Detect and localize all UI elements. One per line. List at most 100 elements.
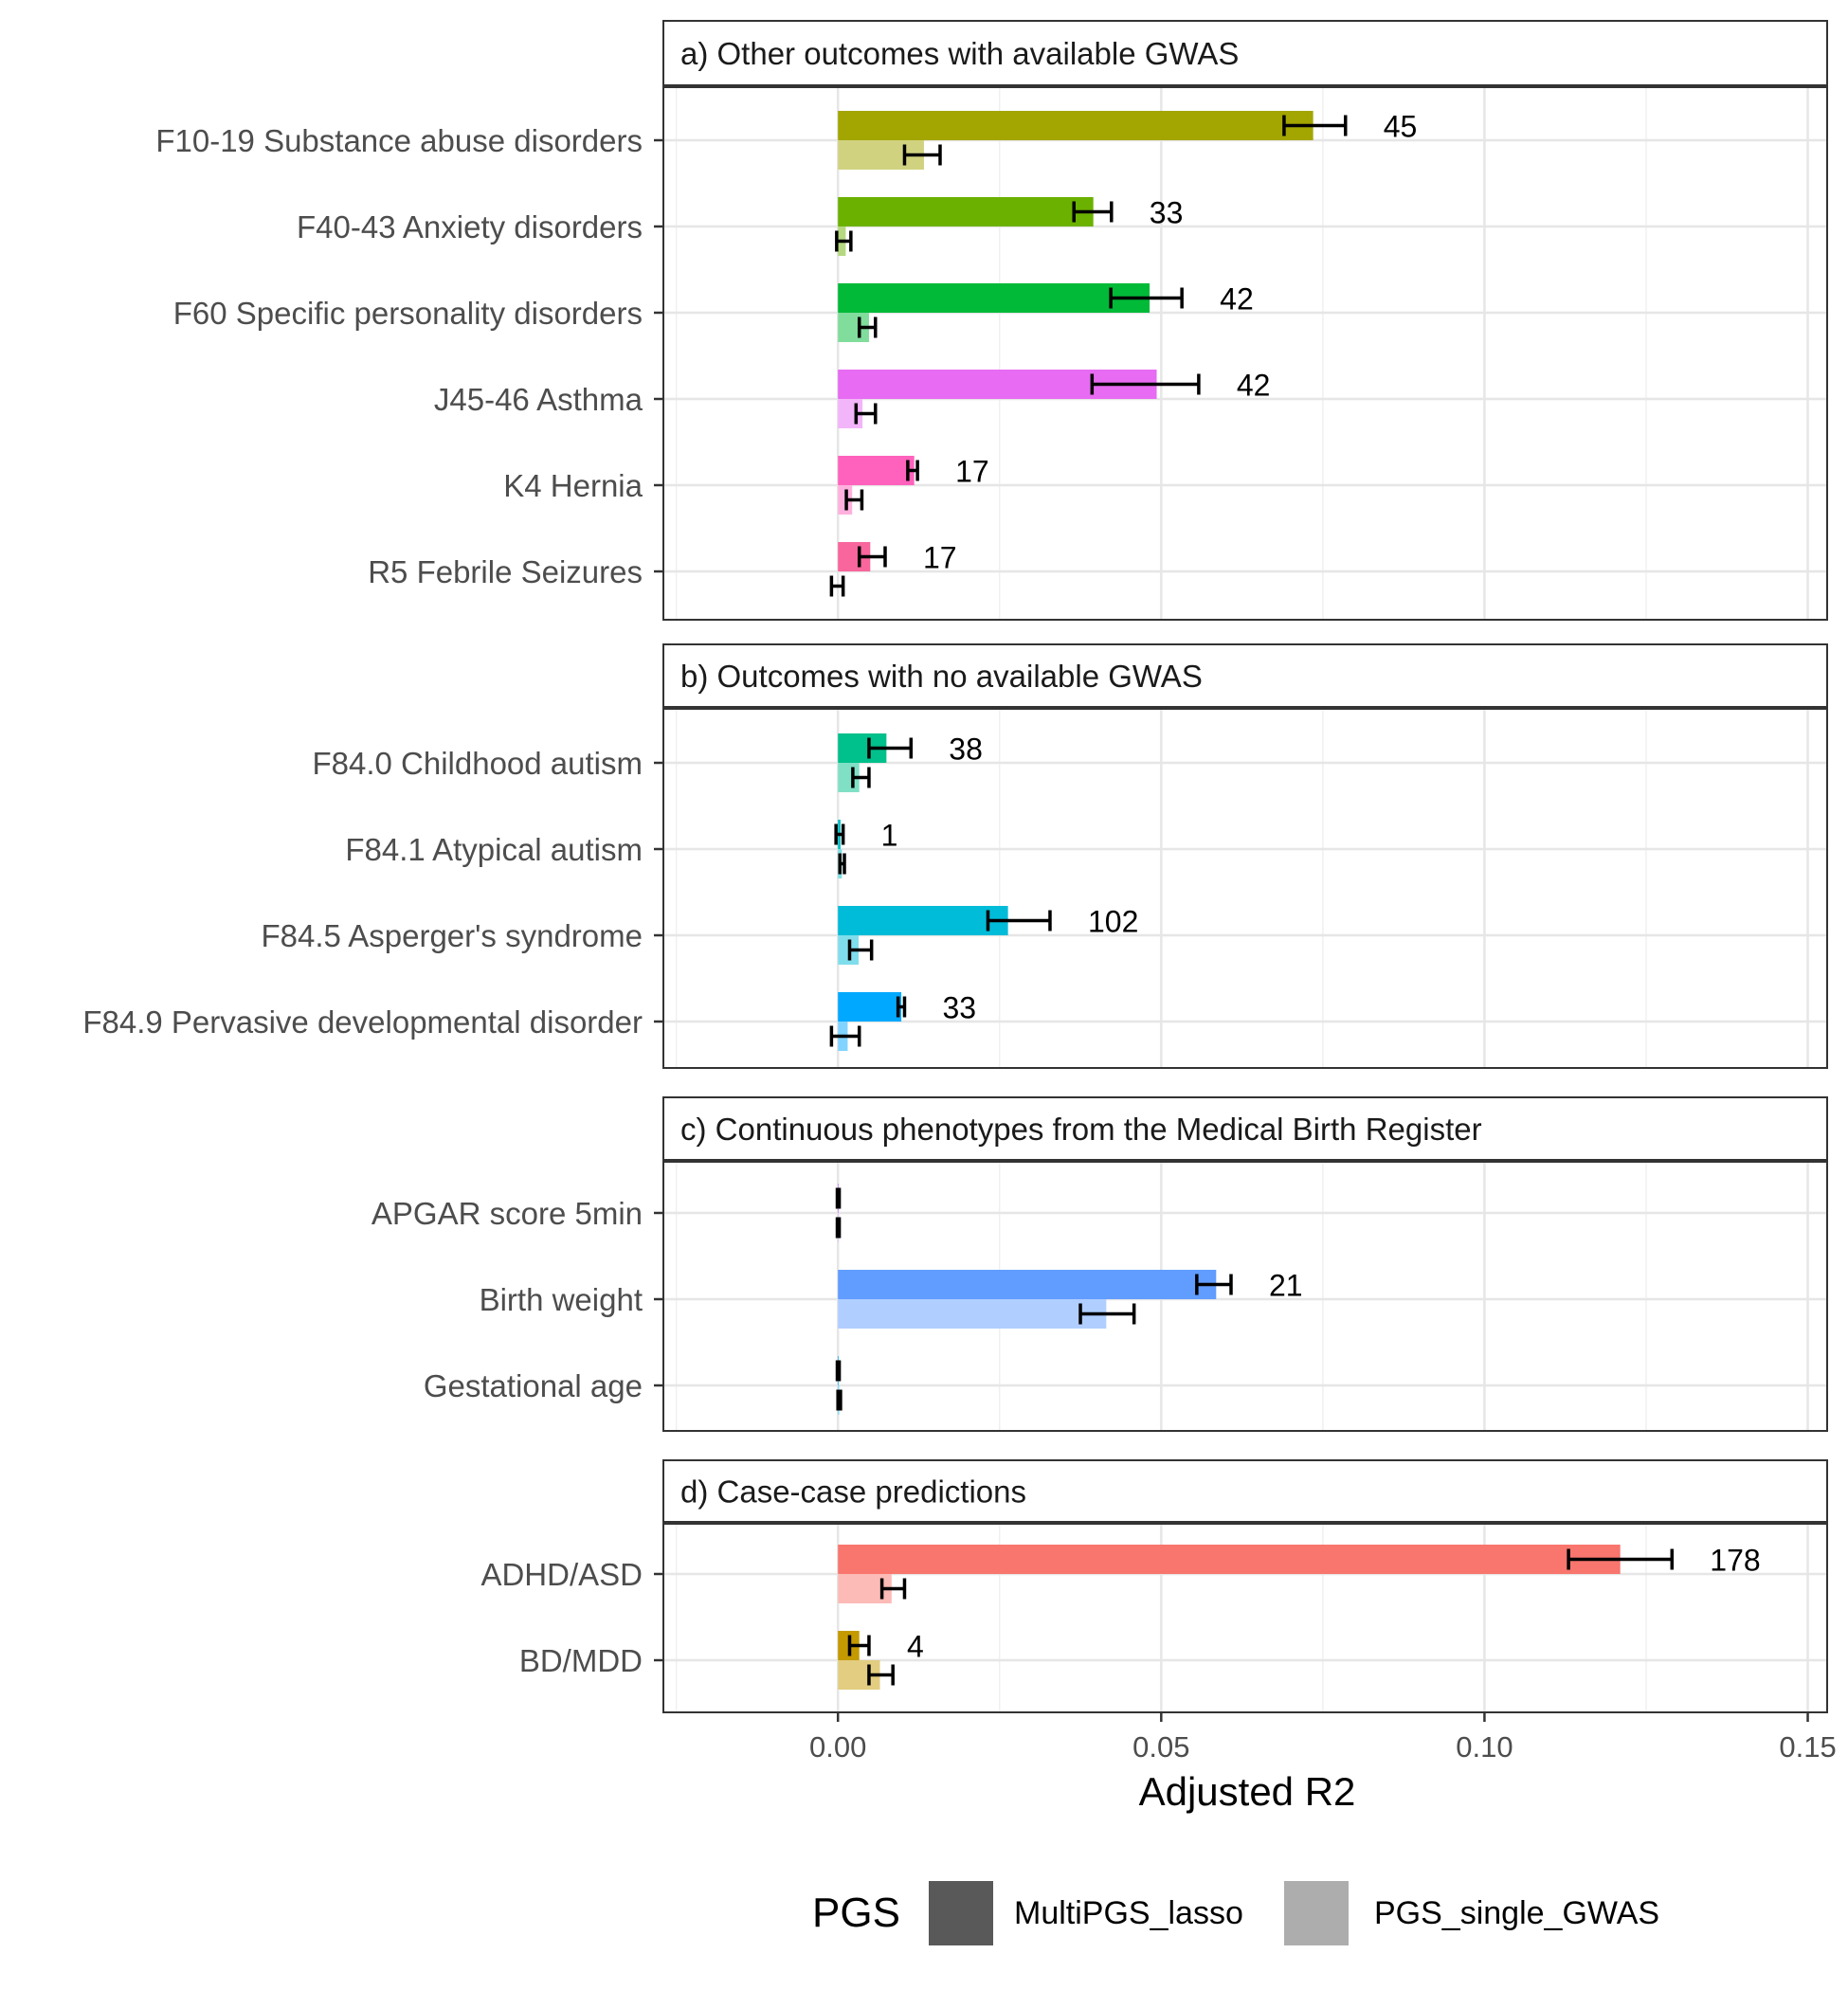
row-0-3: 42 J45-46 Asthma — [434, 369, 1271, 428]
errorbar-single-gwas — [854, 403, 878, 425]
y-tick-label: F84.9 Pervasive developmental disorder — [82, 1004, 643, 1040]
count-label: 42 — [1237, 369, 1271, 403]
x-tick-label: 0.10 — [1456, 1730, 1513, 1764]
y-tick-label: APGAR score 5min — [371, 1196, 643, 1231]
y-tick-label: Gestational age — [424, 1368, 643, 1403]
facet-strip — [662, 1459, 1828, 1523]
facet-strip-title: a) Other outcomes with available GWAS — [680, 36, 1239, 71]
row-0-2: 42 F60 Specific personality disorders — [173, 282, 1254, 342]
panel-border — [662, 86, 1828, 621]
row-0-5: 17 R5 Febrile Seizures — [368, 541, 957, 597]
count-label: 178 — [1710, 1544, 1760, 1578]
bar-multipgs — [838, 1270, 1217, 1299]
bar-multipgs — [838, 1545, 1621, 1574]
errorbar-single-gwas — [835, 230, 853, 252]
facet-strip — [662, 643, 1828, 708]
y-tick-label: J45-46 Asthma — [434, 382, 643, 417]
y-tick-label: F10-19 Substance abuse disorders — [155, 123, 643, 158]
bar-multipgs — [838, 111, 1314, 140]
errorbar-single-gwas — [847, 939, 874, 961]
facet-strip-title: d) Case-case predictions — [680, 1474, 1026, 1510]
errorbar-multipgs — [835, 1187, 842, 1209]
errorbar-single-gwas — [836, 1389, 842, 1411]
errorbar-multipgs — [857, 546, 887, 568]
row-0-1: 33 F40-43 Anxiety disorders — [297, 196, 1184, 256]
errorbar-single-gwas — [829, 575, 845, 597]
row-2-1: 21 Birth weight — [480, 1269, 1303, 1329]
errorbar-single-gwas — [838, 853, 846, 875]
legend-key-single-gwas — [1284, 1881, 1349, 1945]
y-tick-label: Birth weight — [480, 1282, 643, 1317]
errorbar-single-gwas — [1078, 1303, 1136, 1325]
bar-multipgs — [838, 197, 1094, 226]
legend-key-multipgs — [929, 1881, 993, 1945]
errorbar-multipgs — [906, 460, 919, 481]
bar-single-gwas — [838, 1299, 1107, 1329]
row-0-4: 17 K4 Hernia — [503, 455, 989, 515]
legend-label-multipgs: MultiPGS_lasso — [1014, 1895, 1243, 1931]
bar-multipgs — [838, 283, 1150, 313]
panel-border — [662, 708, 1828, 1069]
count-label: 21 — [1269, 1269, 1303, 1303]
y-tick-label: F60 Specific personality disorders — [173, 296, 643, 331]
row-3-1: 4 BD/MDD — [519, 1630, 924, 1690]
facet-strip-title: c) Continuous phenotypes from the Medica… — [680, 1112, 1482, 1147]
errorbar-multipgs — [867, 737, 914, 759]
errorbar-single-gwas — [902, 144, 942, 166]
facet-0: a) Other outcomes with available GWAS 45 F… — [155, 20, 1828, 621]
errorbar-multipgs — [834, 823, 845, 845]
count-label: 45 — [1384, 110, 1418, 144]
facet-3: d) Case-case predictions 178 ADHD/ASD 4 BD/M… — [480, 1459, 1828, 1713]
errorbar-single-gwas — [844, 489, 864, 511]
panel-border — [662, 1161, 1828, 1432]
y-tick-label: F84.1 Atypical autism — [345, 832, 643, 867]
errorbar-multipgs — [1109, 287, 1184, 309]
errorbar-multipgs — [1195, 1274, 1233, 1295]
count-label: 33 — [1150, 196, 1184, 230]
y-tick-label: F84.5 Asperger's syndrome — [262, 918, 643, 953]
row-2-2: Gestational age — [424, 1356, 842, 1415]
x-axis: 0.00 0.05 0.10 0.15 — [809, 1712, 1837, 1764]
y-tick-label: K4 Hernia — [503, 468, 643, 503]
count-label: 17 — [923, 541, 957, 575]
facet-strip-title: b) Outcomes with no available GWAS — [680, 659, 1203, 694]
y-tick-label: F84.0 Childhood autism — [312, 746, 643, 781]
bar-multipgs — [838, 906, 1008, 935]
errorbar-multipgs — [847, 1635, 871, 1656]
y-tick-label: F40-43 Anxiety disorders — [297, 209, 643, 244]
count-label: 42 — [1220, 282, 1254, 317]
count-label: 4 — [907, 1630, 924, 1664]
bar-multipgs — [838, 992, 902, 1022]
x-tick-label: 0.05 — [1132, 1730, 1189, 1764]
row-3-0: 178 ADHD/ASD — [480, 1544, 1761, 1603]
errorbar-multipgs — [1282, 115, 1348, 136]
errorbar-multipgs — [896, 996, 907, 1018]
errorbar-multipgs — [835, 1360, 842, 1382]
bar-multipgs — [838, 456, 915, 485]
errorbar-multipgs — [986, 910, 1052, 932]
row-1-1: 1 F84.1 Atypical autism — [345, 819, 898, 878]
errorbar-single-gwas — [879, 1578, 907, 1600]
count-label: 33 — [942, 991, 976, 1025]
errorbar-single-gwas — [829, 1025, 861, 1047]
row-0-0: 45 F10-19 Substance abuse disorders — [155, 110, 1418, 170]
errorbar-multipgs — [1090, 373, 1201, 395]
facet-1: b) Outcomes with no available GWAS 38 F84.… — [82, 643, 1828, 1069]
count-label: 17 — [955, 455, 989, 489]
facet-panels: a) Other outcomes with available GWAS 45 F… — [82, 20, 1828, 1713]
errorbar-single-gwas — [857, 317, 878, 338]
legend-title: PGS — [812, 1890, 900, 1936]
count-label: 102 — [1088, 905, 1138, 939]
row-1-2: 102 F84.5 Asperger's syndrome — [262, 905, 1138, 965]
panel-background — [663, 87, 1827, 620]
row-2-0: APGAR score 5min — [371, 1184, 842, 1242]
errorbar-single-gwas — [867, 1664, 895, 1686]
x-tick-label: 0.15 — [1779, 1730, 1836, 1764]
errorbar-multipgs — [1072, 201, 1114, 223]
errorbar-single-gwas — [851, 767, 871, 788]
count-label: 1 — [881, 819, 898, 853]
count-label: 38 — [949, 733, 983, 767]
panel-border — [662, 1523, 1828, 1713]
row-1-0: 38 F84.0 Childhood autism — [312, 733, 983, 792]
